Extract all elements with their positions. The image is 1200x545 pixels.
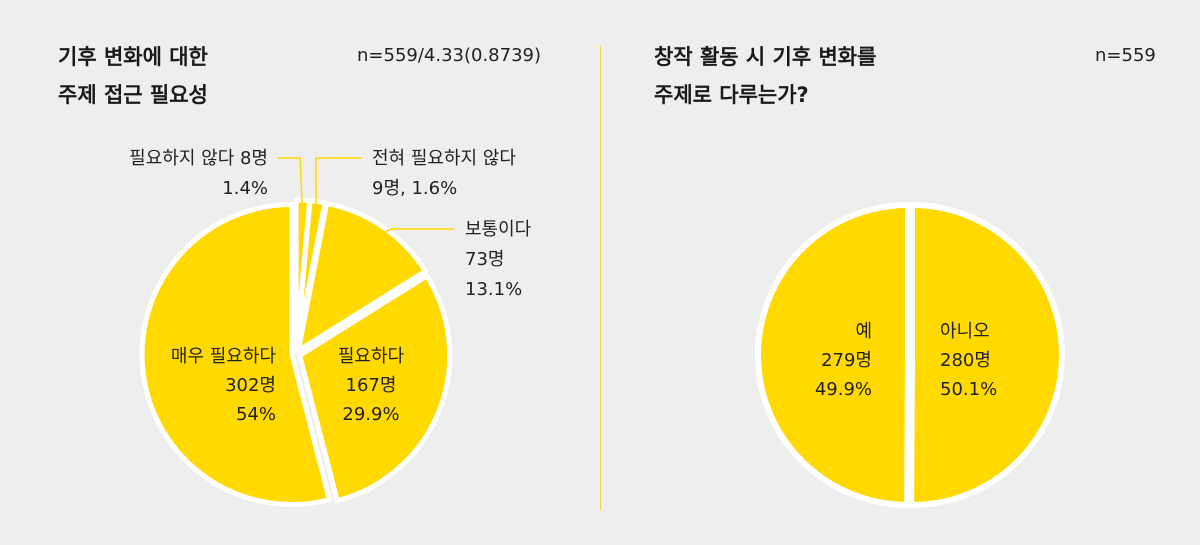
label-slice-4-line-2: 54%	[236, 404, 276, 425]
label-slice-4-line-1: 302명	[225, 375, 276, 396]
label-slice-3-line-0: 필요하다	[338, 346, 405, 367]
right-title-line2: 주제로 다루는가?	[654, 83, 809, 107]
label-pie2-slice-1-line-1: 279명	[821, 350, 872, 371]
label-slice-1-line-0: 전혀 필요하지 않다	[372, 148, 516, 169]
label-slice-2-line-1: 73명	[465, 249, 504, 270]
label-slice-3-line-2: 29.9%	[342, 404, 399, 425]
left-chart-title: 기후 변화에 대한 주제 접근 필요성	[58, 38, 208, 114]
label-slice-2-line-2: 13.1%	[465, 279, 522, 300]
pie1-slice-4	[139, 202, 333, 507]
leader-slice-0	[277, 157, 304, 211]
label-pie2-slice-0-line-1: 280명	[940, 350, 991, 371]
label-pie2-slice-0-line-2: 50.1%	[940, 379, 997, 400]
label-slice-2-line-0: 보통이다	[465, 219, 532, 240]
right-sample-size: n=559	[1095, 45, 1156, 66]
label-pie2-slice-1-line-0: 예	[855, 321, 872, 342]
pie1-slice-3	[297, 273, 453, 504]
left-title-line2: 주제 접근 필요성	[58, 83, 208, 107]
leader-slice-1	[315, 157, 362, 212]
label-slice-4-line-0: 매우 필요하다	[171, 346, 277, 367]
right-chart-title: 창작 활동 시 기후 변화를 주제로 다루는가?	[654, 38, 876, 114]
panel-divider	[600, 45, 601, 510]
left-title-line1: 기후 변화에 대한	[58, 45, 208, 69]
leader-slice-2	[377, 228, 454, 236]
label-slice-3-line-1: 167명	[346, 375, 397, 396]
label-pie2-slice-1-line-2: 49.9%	[815, 379, 872, 400]
right-title-line1: 창작 활동 시 기후 변화를	[654, 45, 877, 69]
left-sample-size: n=559/4.33(0.8739)	[357, 45, 542, 66]
pie2-slice-1	[754, 201, 911, 508]
label-slice-1-line-1: 9명, 1.6%	[372, 178, 457, 199]
label-slice-0-line-0: 필요하지 않다 8명	[129, 148, 268, 169]
label-slice-0-line-1: 1.4%	[222, 178, 268, 199]
pie2-slice-0	[908, 202, 1066, 509]
label-pie2-slice-0-line-0: 아니오	[940, 321, 990, 342]
pie1-slice-2	[295, 200, 428, 354]
